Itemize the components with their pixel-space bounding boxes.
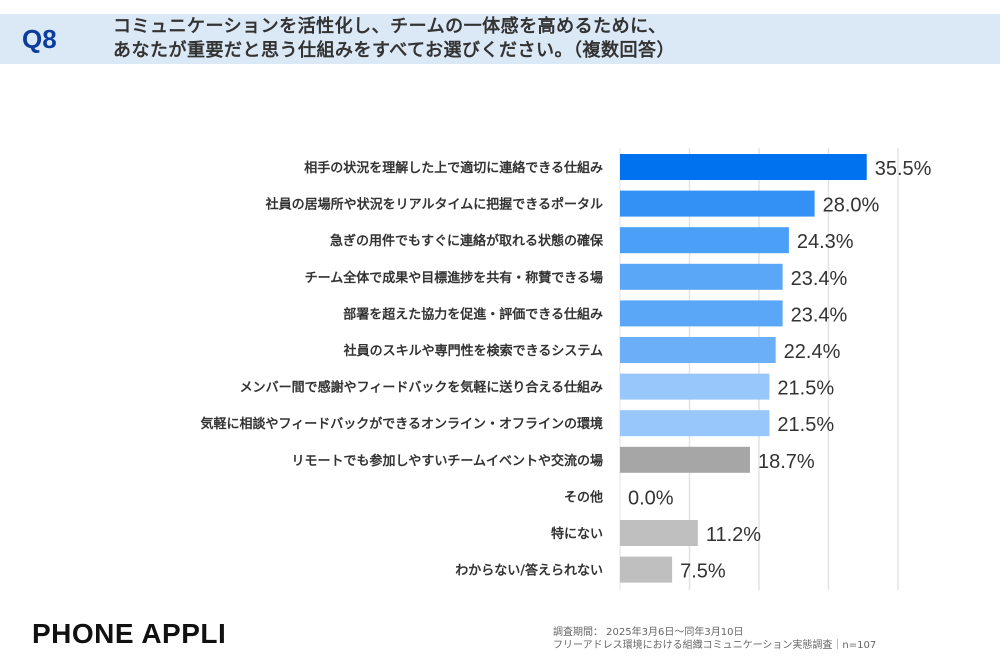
brand-logo: PHONE APPLI: [32, 618, 227, 649]
category-label: 相手の状況を理解した上で適切に連絡できる仕組み: [304, 160, 603, 176]
category-label: リモートでも参加しやすいチームイベントや交流の場: [292, 453, 603, 469]
value-label: 21.5%: [777, 414, 834, 436]
value-label: 11.2%: [706, 524, 761, 546]
bar: [620, 300, 783, 327]
survey-name: フリーアドレス環境における組織コミュニケーション実態調査｜n=107: [553, 640, 877, 651]
category-label: その他: [564, 489, 603, 505]
category-label: メンバー間で感謝やフィードバックを気軽に送り合える仕組み: [240, 380, 603, 396]
bar: [620, 190, 815, 217]
category-label: 社員のスキルや専門性を検索できるシステム: [343, 343, 603, 359]
bar: [620, 520, 698, 546]
bar: [620, 154, 867, 180]
bar: [620, 227, 789, 254]
value-label: 21.5%: [777, 378, 834, 400]
value-label: 0.0%: [628, 487, 674, 509]
value-label: 18.7%: [758, 451, 815, 473]
question-number: Q8: [22, 24, 57, 54]
category-label: 急ぎの用件でもすぐに連絡が取れる状態の確保: [330, 233, 604, 249]
value-label: 23.4%: [791, 268, 848, 290]
bar: [620, 556, 673, 583]
bar: [620, 410, 770, 437]
value-label: 24.3%: [797, 231, 854, 253]
bar: [620, 263, 783, 290]
category-label: 社員の居場所や状況をリアルタイムに把握できるポータル: [265, 197, 603, 213]
category-label: 部署を超えた協力を促進・評価できる仕組み: [343, 306, 603, 322]
value-label: 23.4%: [791, 304, 848, 326]
question-line-2: あなたが重要だと思う仕組みをすべてお選びください。（複数回答）: [113, 40, 675, 61]
category-label: わからない/答えられない: [455, 563, 603, 579]
value-label: 7.5%: [680, 561, 726, 583]
survey-period: 調査期間： 2025年3月6日～同年3月10日: [553, 627, 744, 638]
category-label: 特にない: [551, 526, 603, 542]
question-line-1: コミュニケーションを活性化し、チームの一体感を高めるために、: [113, 16, 667, 37]
question-title: コミュニケーションを活性化し、チームの一体感を高めるために、 あなたが重要だと思…: [113, 15, 675, 63]
bar: [620, 337, 776, 363]
survey-note: 調査期間： 2025年3月6日～同年3月10日 フリーアドレス環境における組織コ…: [553, 626, 876, 652]
value-label: 35.5%: [875, 158, 932, 180]
category-label: チーム全体で成果や目標進捗を共有・称賛できる場: [305, 270, 603, 286]
value-label: 22.4%: [784, 341, 841, 363]
bar: [620, 373, 770, 400]
value-label: 28.0%: [823, 195, 880, 217]
question-band: [0, 14, 1000, 64]
category-label: 気軽に相談やフィードバックができるオンライン・オフラインの環境: [201, 416, 603, 432]
bar: [620, 446, 750, 473]
